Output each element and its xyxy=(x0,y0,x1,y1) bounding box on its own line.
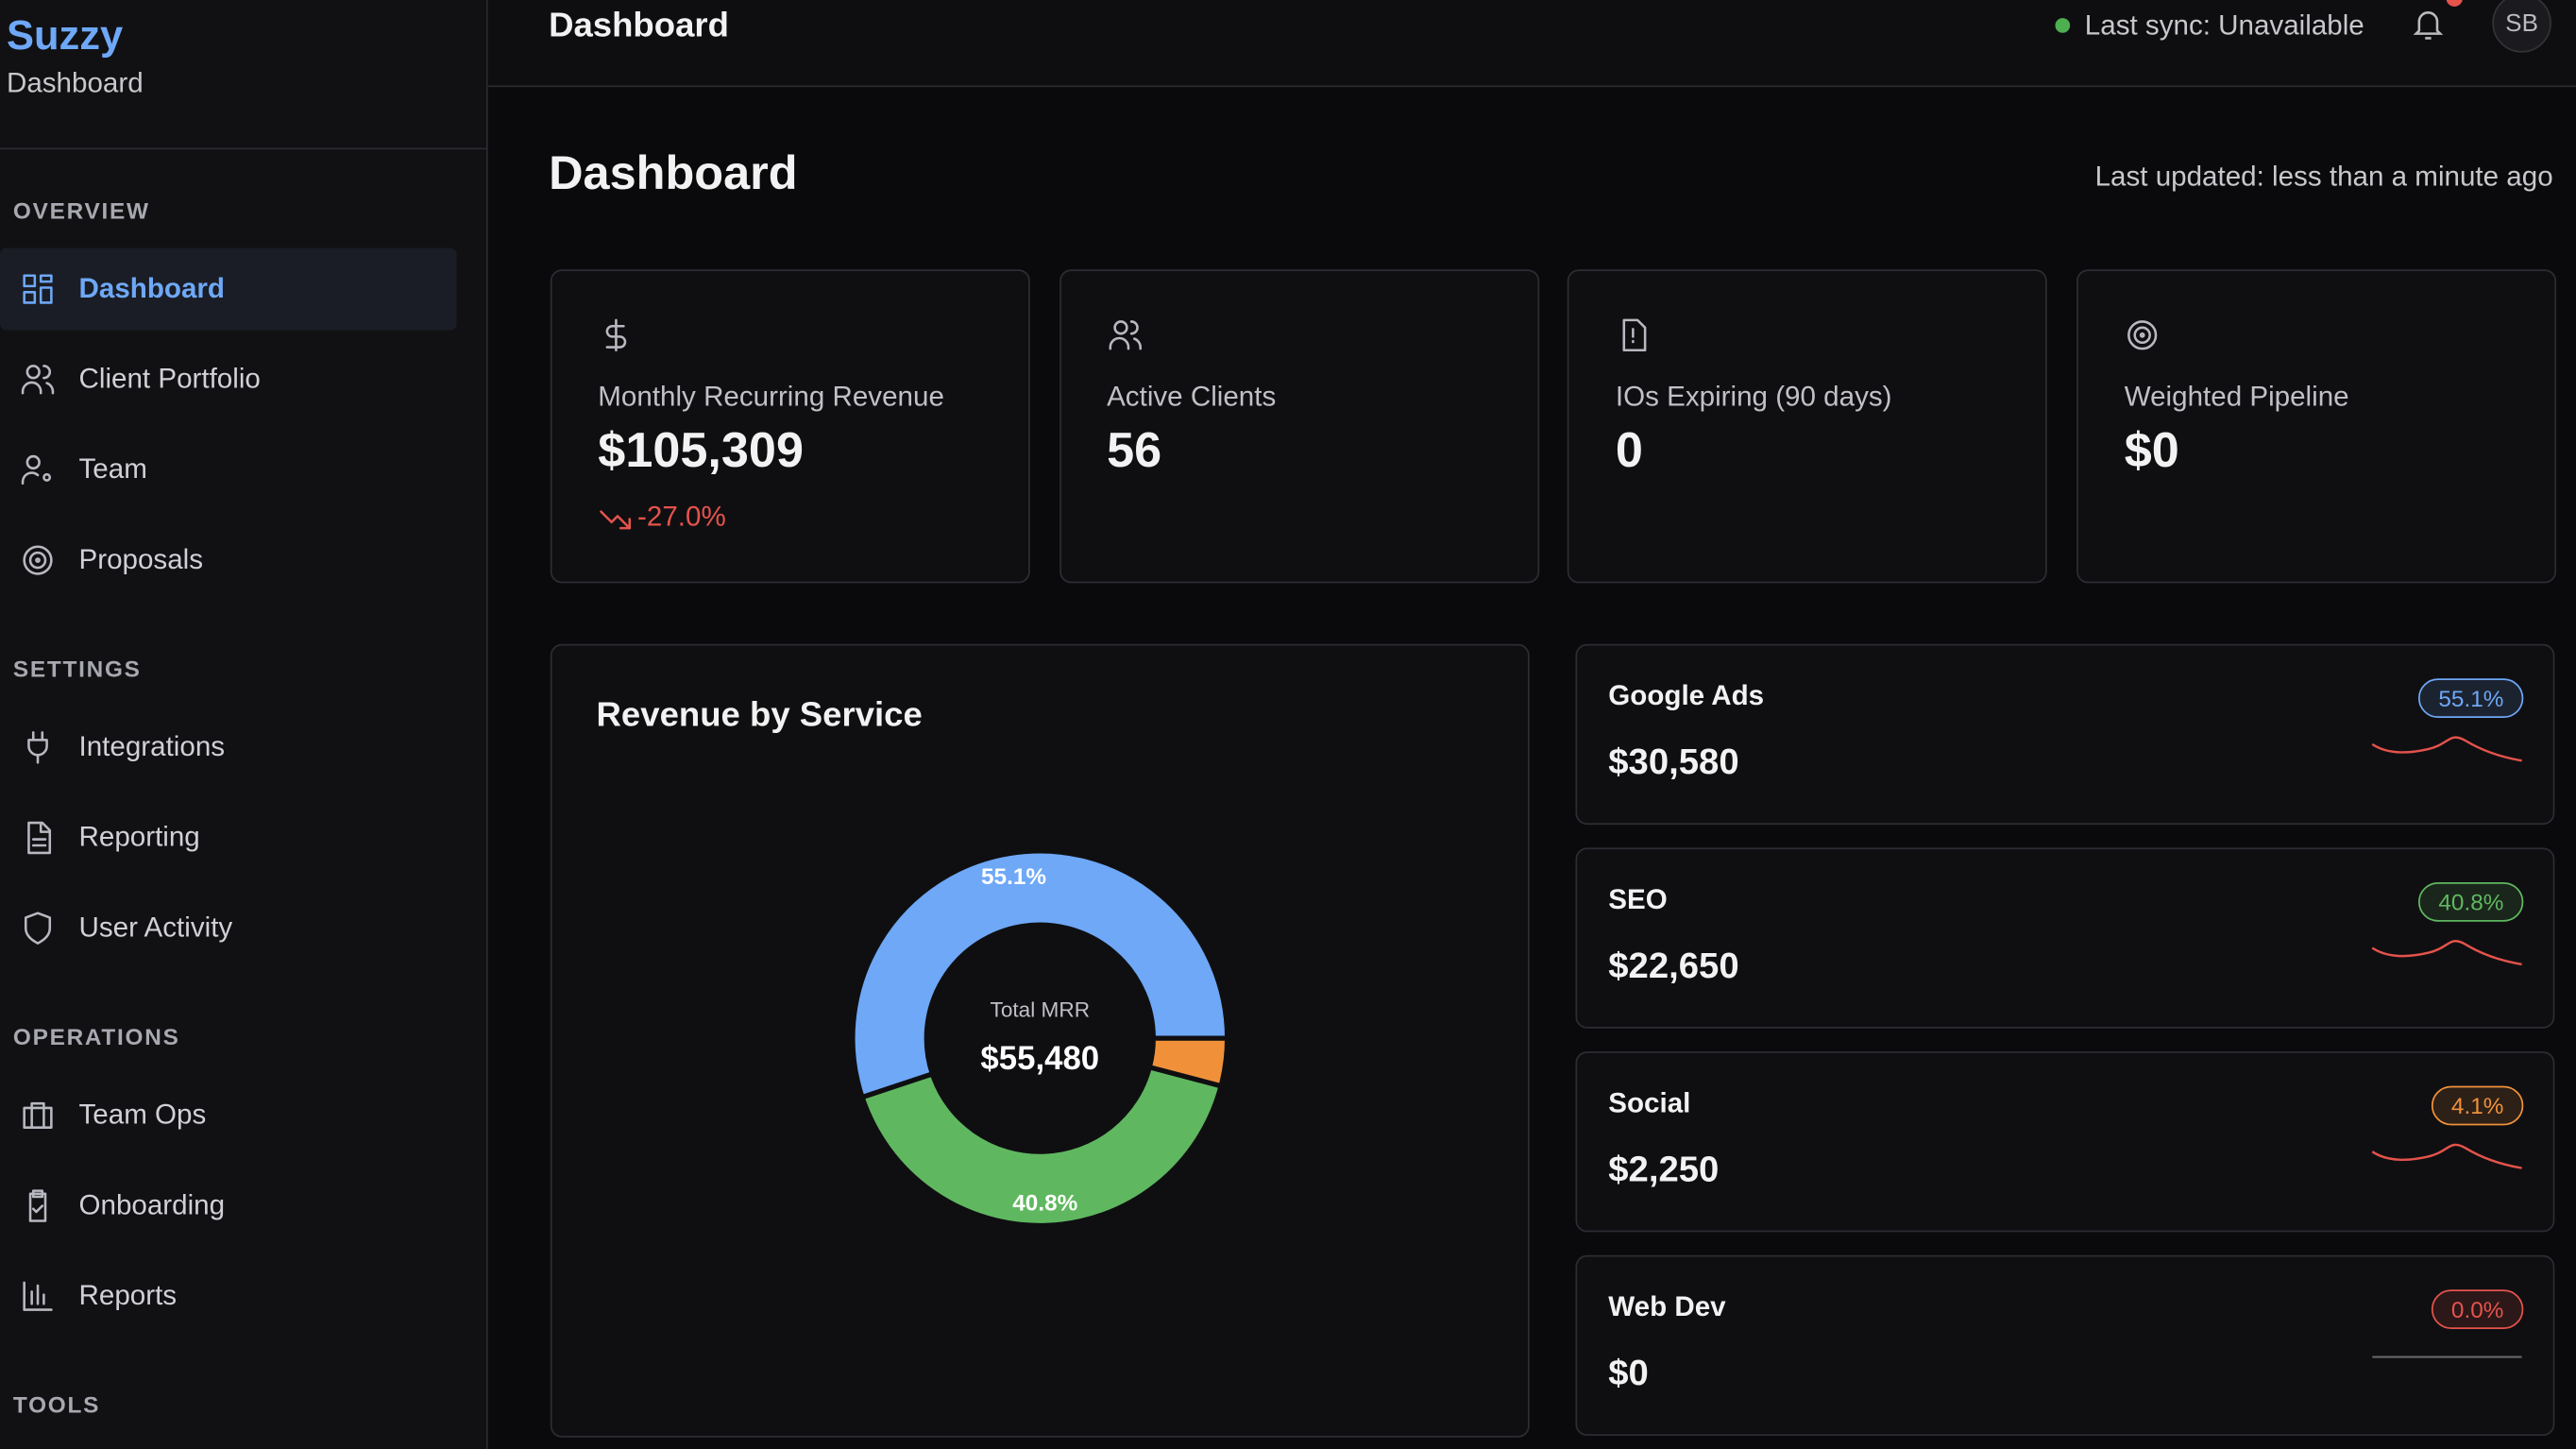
kpi-card: IOs Expiring (90 days) 0 xyxy=(1568,269,2048,584)
kpi-value: 0 xyxy=(1615,423,1643,479)
slice-label: 40.8% xyxy=(1012,1191,1077,1217)
icon xyxy=(23,274,53,304)
revenue-card: Revenue by Service 55.1% 40.8% Total MRR $5… xyxy=(550,643,1530,1438)
nav-item[interactable]: Team xyxy=(0,429,457,511)
sparkline xyxy=(2371,1143,2522,1169)
icon xyxy=(21,454,51,486)
section-title: SETTINGS xyxy=(12,655,142,682)
icon xyxy=(1108,320,1142,350)
sparkline xyxy=(2371,940,2522,966)
nav-item[interactable]: Proposals xyxy=(0,520,457,602)
service-value: $30,580 xyxy=(1608,741,1739,782)
service-card: Social $2,250 4.1% xyxy=(1575,1051,2555,1233)
kpi-value: 56 xyxy=(1107,423,1162,479)
nav-item[interactable]: Dashboard xyxy=(0,247,457,331)
icon xyxy=(27,821,52,855)
page-title: Dashboard xyxy=(549,147,798,201)
nav-label: Team xyxy=(78,453,147,486)
center-value: $55,480 xyxy=(980,1041,1099,1077)
donut-chart: 55.1% 40.8% Total MRR $55,480 xyxy=(850,848,1230,1228)
card-title: Revenue by Service xyxy=(596,696,923,735)
icon xyxy=(27,731,48,764)
nav-label: User Activity xyxy=(78,912,233,944)
nav-item[interactable]: User Activity xyxy=(0,887,457,969)
nav-label: Reports xyxy=(78,1279,178,1311)
kpi-value: $105,309 xyxy=(598,423,805,479)
brand-subtitle: Dashboard xyxy=(6,67,144,99)
brand: Suzzy xyxy=(6,12,124,60)
icon xyxy=(23,1281,53,1311)
icon xyxy=(23,1101,53,1129)
section-title: OPERATIONS xyxy=(12,1023,180,1050)
nav-item[interactable]: Client Portfolio xyxy=(0,338,457,420)
last-updated: Last updated: less than a minute ago xyxy=(2094,161,2553,193)
nav-item[interactable]: Team Ops xyxy=(0,1074,457,1156)
share-badge: 55.1% xyxy=(2418,678,2524,719)
service-name: Google Ads xyxy=(1608,680,1765,712)
nav-label: Reporting xyxy=(78,821,200,853)
sync-status: Last sync: Unavailable xyxy=(2084,9,2364,42)
topbar-title: Dashboard xyxy=(549,6,729,44)
share-badge: 4.1% xyxy=(2432,1085,2524,1126)
service-name: Social xyxy=(1608,1087,1691,1119)
icon xyxy=(2127,320,2158,350)
notification-dot xyxy=(2446,0,2463,7)
section-title: OVERVIEW xyxy=(12,196,150,224)
share-badge: 40.8% xyxy=(2418,881,2524,922)
bell-icon[interactable] xyxy=(2410,5,2446,44)
donut-slice xyxy=(858,1064,1225,1228)
icon xyxy=(23,545,53,575)
slice-label: 55.1% xyxy=(981,864,1046,890)
nav-item[interactable]: Reporting xyxy=(0,797,457,879)
service-card: Web Dev $0 0.0% xyxy=(1575,1254,2555,1437)
nav-label: Onboarding xyxy=(78,1189,226,1221)
nav-label: Proposals xyxy=(78,543,204,575)
share-badge: 0.0% xyxy=(2432,1289,2524,1330)
nav-label: Dashboard xyxy=(78,272,225,304)
kpi-label: IOs Expiring (90 days) xyxy=(1615,381,1892,413)
sidebar: Suzzy Dashboard OVERVIEW Dashboard Client … xyxy=(0,0,488,1449)
icon xyxy=(24,912,52,945)
donut-slice xyxy=(1146,1035,1230,1089)
service-name: SEO xyxy=(1608,883,1668,915)
section-title: TOOLS xyxy=(12,1391,101,1418)
kpi-card: Monthly Recurring Revenue $105,309 -27.0% xyxy=(550,269,1030,584)
nav-label: Client Portfolio xyxy=(78,363,261,395)
kpi-label: Monthly Recurring Revenue xyxy=(598,381,944,413)
nav-label: Team Ops xyxy=(78,1099,207,1131)
service-value: $2,250 xyxy=(1608,1148,1720,1190)
sync-dot xyxy=(2055,18,2071,33)
icon xyxy=(1623,318,1648,352)
kpi-change: -27.0% xyxy=(637,501,726,533)
icon xyxy=(21,365,55,395)
nav-label: Integrations xyxy=(78,730,226,762)
service-card: SEO $22,650 40.8% xyxy=(1575,847,2555,1029)
kpi-label: Weighted Pipeline xyxy=(2124,381,2349,413)
kpi-label: Active Clients xyxy=(1107,381,1277,413)
kpi-card: Active Clients 56 xyxy=(1059,269,1539,584)
nav-item[interactable]: Onboarding xyxy=(0,1165,457,1247)
service-value: $0 xyxy=(1608,1352,1649,1393)
kpi-value: $0 xyxy=(2124,423,2179,479)
divider xyxy=(0,147,486,150)
nav-item[interactable]: Integrations xyxy=(0,707,457,789)
icon xyxy=(28,1189,47,1222)
icon xyxy=(605,318,627,352)
service-value: $22,650 xyxy=(1608,945,1739,986)
center-label: Total MRR xyxy=(991,998,1091,1022)
icon xyxy=(600,510,632,530)
avatar[interactable]: SB xyxy=(2492,0,2551,53)
topbar: Dashboard Last sync: Unavailable SB xyxy=(487,0,2576,88)
nav-item[interactable]: Reports xyxy=(0,1255,457,1338)
sparkline xyxy=(2371,736,2522,762)
service-card: Google Ads $30,580 55.1% xyxy=(1575,643,2555,826)
kpi-card: Weighted Pipeline $0 xyxy=(2076,269,2557,584)
sparkline xyxy=(2372,1355,2522,1358)
donut-slice xyxy=(850,848,1230,1100)
service-name: Web Dev xyxy=(1608,1291,1726,1323)
